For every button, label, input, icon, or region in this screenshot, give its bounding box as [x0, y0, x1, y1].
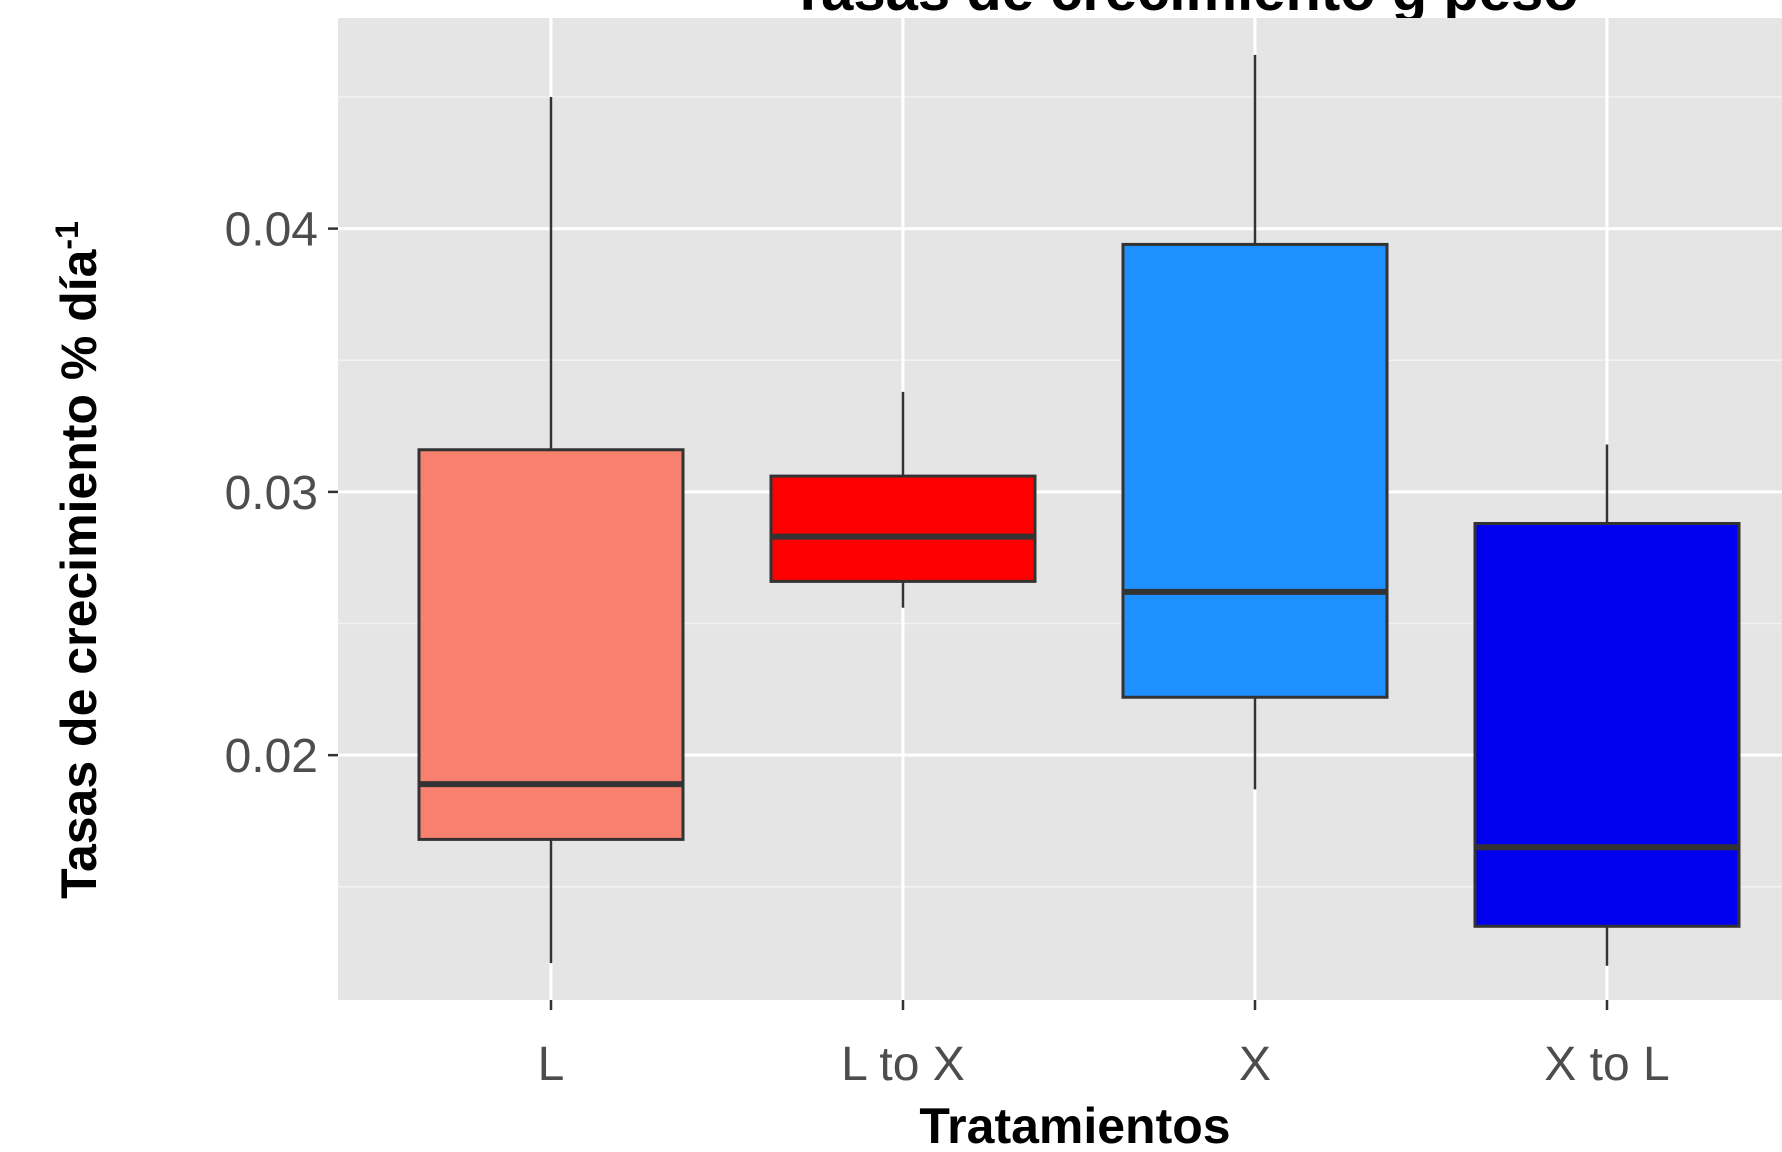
- x-tick-label: X: [1239, 1038, 1271, 1091]
- y-tick-label: 0.03: [225, 467, 318, 520]
- y-axis-title: Tasas de crecimiento % día-1: [49, 221, 107, 899]
- boxes-layer: [417, 54, 1741, 966]
- box-iqr: [1473, 521, 1741, 928]
- x-tick-label: L: [538, 1038, 565, 1091]
- y-tick-label: 0.04: [225, 204, 318, 257]
- x-tick-label: L to X: [841, 1038, 965, 1091]
- box-l-to-x: [769, 391, 1037, 608]
- y-axis-title-main: Tasas de crecimiento % día: [51, 248, 107, 899]
- box-x: [1121, 54, 1389, 790]
- box-iqr: [417, 448, 685, 841]
- y-axis-title-superscript: -1: [49, 221, 85, 249]
- y-tick-label: 0.02: [225, 730, 318, 783]
- x-axis-title: Tratamientos: [919, 1098, 1230, 1152]
- box-iqr: [769, 474, 1037, 583]
- box-l: [417, 96, 685, 964]
- box-iqr: [1121, 242, 1389, 699]
- axes: 0.02 0.03 0.04 L L to X X X to L: [225, 204, 1670, 1091]
- box-x-to-l: [1473, 444, 1741, 966]
- x-tick-label: X to L: [1544, 1038, 1669, 1091]
- chart-title: Tasas de crecimiento g peso: [790, 0, 1579, 23]
